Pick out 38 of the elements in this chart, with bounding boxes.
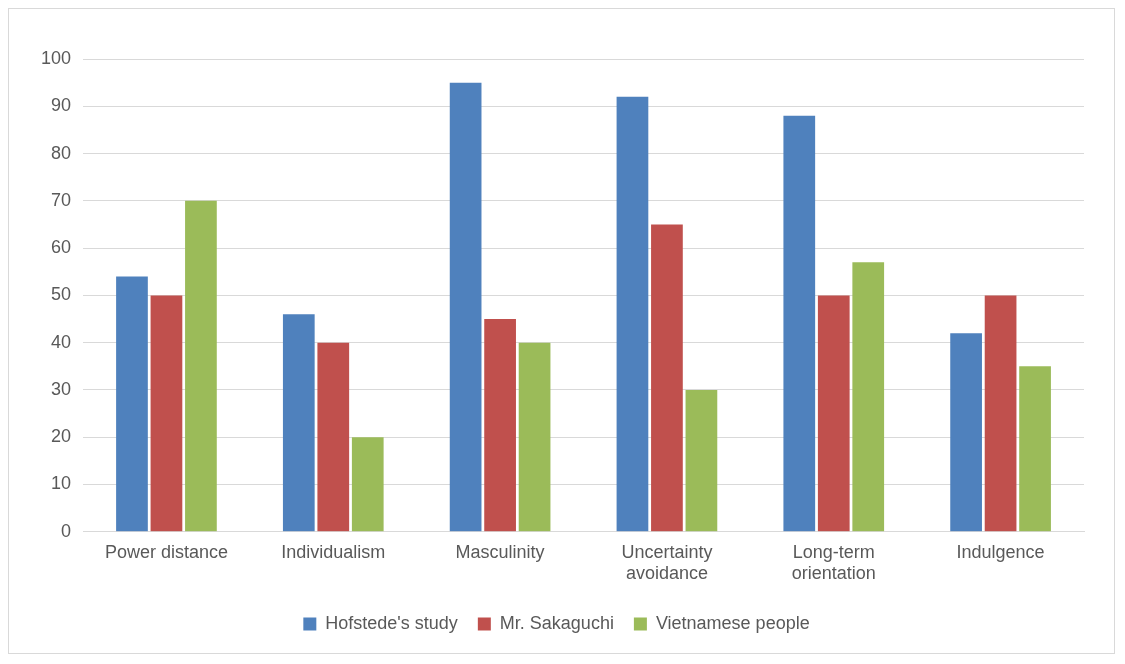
legend-label: Vietnamese people [655,612,810,633]
y-tick-label: 20 [51,426,72,447]
x-tick-label: Power distance [104,541,228,562]
bar [852,262,885,532]
y-tick-label: 80 [51,142,72,163]
bar [282,314,315,532]
bar [817,295,850,532]
bar [984,295,1017,532]
bar [116,276,148,532]
bar [185,200,217,532]
x-tick-label: Long-term orientation [791,541,876,584]
bar [1019,366,1051,532]
y-tick-label: 10 [51,473,72,494]
y-tick-label: 0 [61,520,72,541]
y-tick-label: 100 [40,47,72,68]
y-tick-label: 30 [51,378,72,399]
x-tick-label: Indulgence [956,541,1045,562]
bar [651,224,683,532]
bar [616,96,649,532]
bar [950,333,982,532]
legend-label: Hofstede's study [325,612,458,633]
bar [783,115,816,532]
x-tick-label: Individualism [281,541,386,562]
y-tick-label: 60 [51,237,72,258]
x-tick-label: Masculinity [455,541,545,562]
bar [317,342,350,532]
y-tick-label: 50 [51,284,72,305]
x-tick-label: Uncertainty avoidance [621,541,713,584]
bar [484,319,516,532]
bar [351,437,384,532]
bar [685,389,718,532]
legend-label: Mr. Sakaguchi [499,612,614,633]
y-tick-label: 70 [51,189,72,210]
y-tick-label: 90 [51,95,72,116]
bar [518,342,551,532]
bar [150,295,183,532]
bar [449,82,482,532]
y-tick-label: 40 [51,331,72,352]
